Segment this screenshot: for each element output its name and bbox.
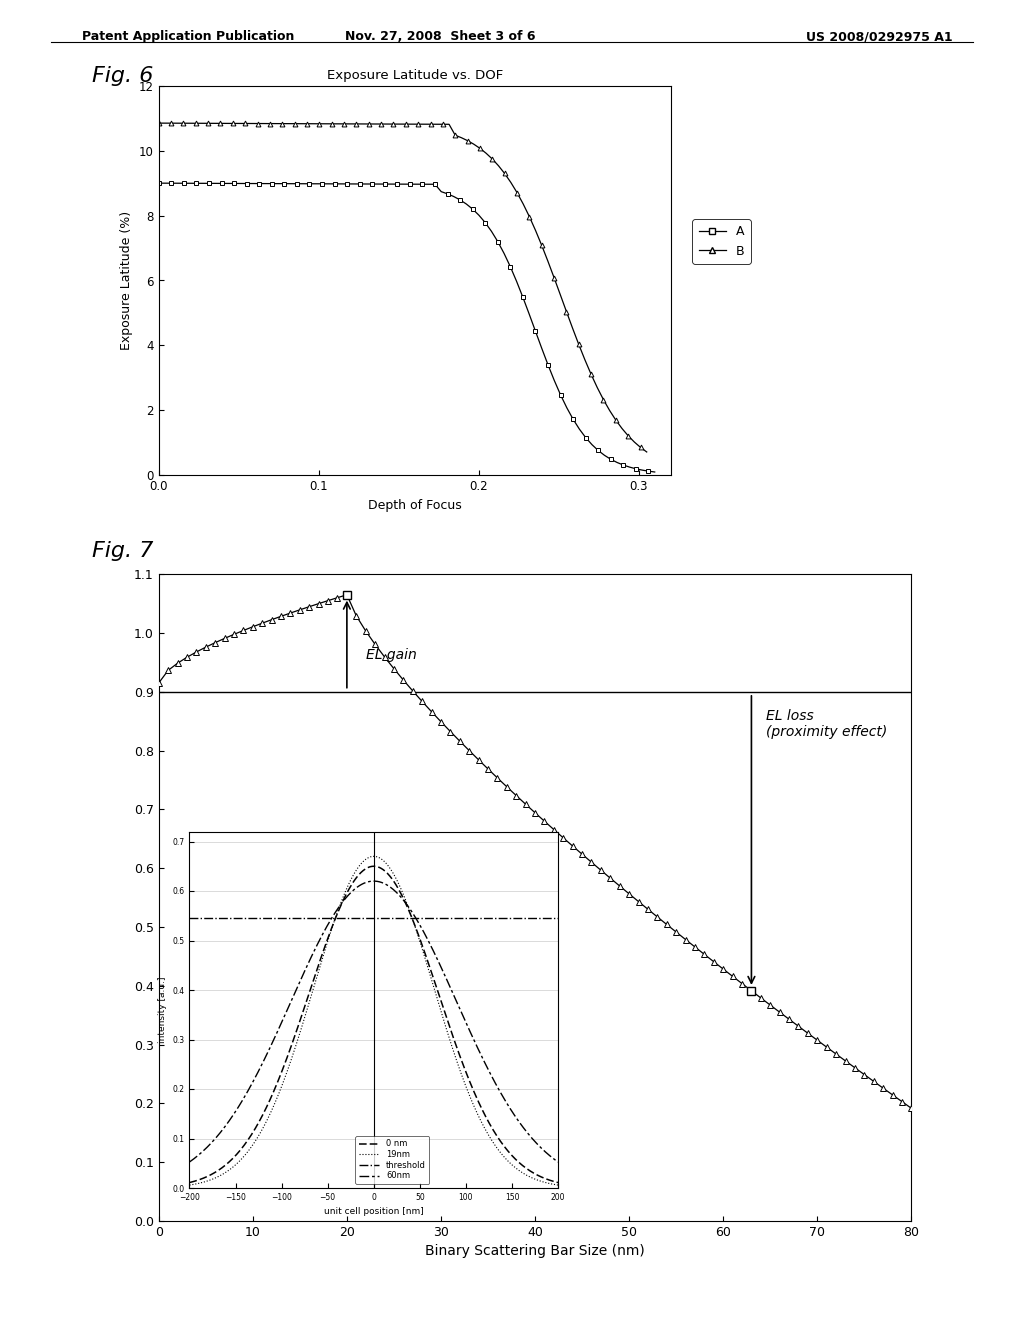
0 nm bbox=[552, 1175, 564, 1191]
A bbox=[592, 442, 604, 458]
0 nm bbox=[183, 1175, 196, 1191]
A bbox=[473, 207, 485, 223]
60nm bbox=[183, 1154, 196, 1170]
60nm bbox=[368, 874, 380, 890]
60nm bbox=[544, 1148, 556, 1164]
19nm bbox=[358, 853, 371, 869]
X-axis label: Depth of Focus: Depth of Focus bbox=[368, 499, 462, 512]
0 nm bbox=[544, 1172, 556, 1188]
A bbox=[648, 465, 660, 480]
Y-axis label: intensity [a.u.]: intensity [a.u.] bbox=[158, 977, 167, 1043]
threshold bbox=[543, 911, 555, 927]
Title: Exposure Latitude vs. DOF: Exposure Latitude vs. DOF bbox=[327, 69, 503, 82]
threshold bbox=[383, 911, 395, 927]
0 nm bbox=[360, 861, 373, 876]
B bbox=[641, 444, 653, 459]
60nm bbox=[486, 1069, 499, 1085]
60nm bbox=[384, 879, 396, 895]
Legend: A, B: A, B bbox=[692, 219, 751, 264]
B bbox=[450, 127, 462, 143]
Line: 19nm: 19nm bbox=[189, 857, 558, 1185]
A bbox=[153, 176, 165, 191]
19nm bbox=[486, 1134, 499, 1150]
B bbox=[443, 116, 456, 132]
0 nm bbox=[358, 862, 371, 878]
B bbox=[369, 116, 381, 132]
B bbox=[585, 367, 597, 383]
threshold bbox=[402, 911, 415, 927]
A bbox=[454, 191, 466, 207]
19nm bbox=[360, 850, 373, 866]
X-axis label: unit cell position [nm]: unit cell position [nm] bbox=[324, 1208, 424, 1217]
threshold bbox=[552, 911, 564, 927]
0 nm bbox=[403, 904, 416, 920]
Text: Fig. 6: Fig. 6 bbox=[92, 66, 154, 86]
threshold bbox=[358, 911, 371, 927]
Text: Nov. 27, 2008  Sheet 3 of 6: Nov. 27, 2008 Sheet 3 of 6 bbox=[345, 30, 536, 44]
Line: 60nm: 60nm bbox=[189, 882, 558, 1162]
19nm bbox=[183, 1177, 196, 1193]
19nm bbox=[552, 1177, 564, 1193]
B bbox=[153, 115, 165, 131]
60nm bbox=[358, 875, 371, 891]
Text: EL gain: EL gain bbox=[366, 648, 417, 663]
19nm bbox=[544, 1176, 556, 1192]
60nm bbox=[403, 900, 416, 916]
Line: 0 nm: 0 nm bbox=[189, 866, 558, 1183]
0 nm bbox=[384, 869, 396, 884]
Y-axis label: Exposure Latitude (%): Exposure Latitude (%) bbox=[120, 211, 133, 350]
60nm bbox=[552, 1154, 564, 1170]
Text: US 2008/0292975 A1: US 2008/0292975 A1 bbox=[806, 30, 952, 44]
19nm bbox=[403, 903, 416, 919]
A bbox=[447, 189, 460, 205]
X-axis label: Binary Scattering Bar Size (nm): Binary Scattering Bar Size (nm) bbox=[425, 1245, 645, 1258]
Legend: 0 nm, 19nm, threshold, 60nm: 0 nm, 19nm, threshold, 60nm bbox=[355, 1137, 429, 1184]
Text: Patent Application Publication: Patent Application Publication bbox=[82, 30, 294, 44]
Text: Fig. 7: Fig. 7 bbox=[92, 541, 154, 561]
A bbox=[492, 234, 504, 249]
Text: EL loss
(proximity effect): EL loss (proximity effect) bbox=[766, 709, 887, 739]
60nm bbox=[360, 874, 373, 890]
19nm bbox=[368, 849, 380, 865]
threshold bbox=[485, 911, 498, 927]
B bbox=[486, 150, 499, 166]
Line: A: A bbox=[157, 181, 657, 474]
0 nm bbox=[368, 858, 380, 874]
A bbox=[373, 176, 385, 191]
threshold bbox=[360, 911, 373, 927]
Line: B: B bbox=[157, 120, 649, 454]
19nm bbox=[384, 859, 396, 875]
B bbox=[468, 136, 480, 152]
0 nm bbox=[486, 1121, 499, 1137]
threshold bbox=[183, 911, 196, 927]
